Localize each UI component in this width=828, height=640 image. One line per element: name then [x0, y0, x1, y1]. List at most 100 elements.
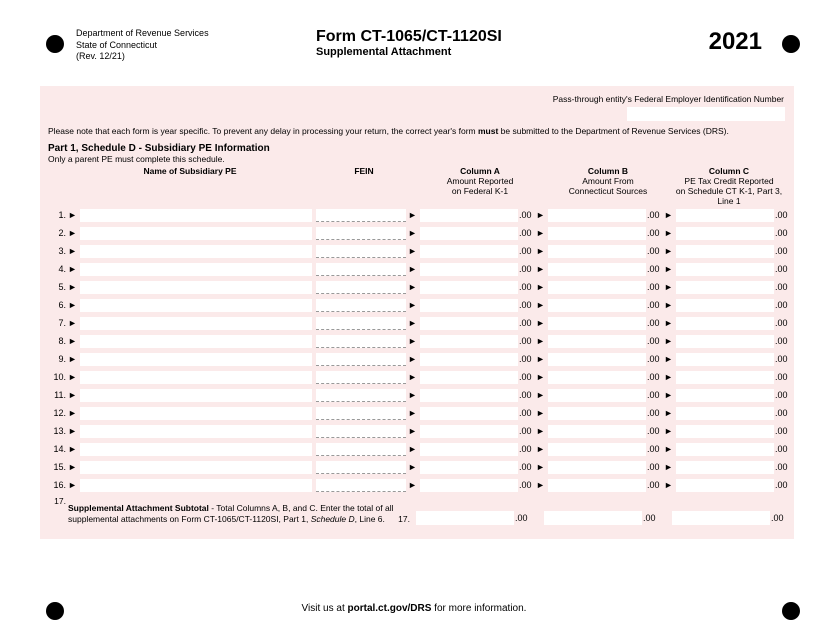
fein-row-input[interactable] — [316, 299, 406, 312]
colA-input[interactable] — [420, 407, 518, 420]
name-input[interactable] — [80, 425, 312, 438]
fein-row-input[interactable] — [316, 425, 406, 438]
name-input[interactable] — [80, 461, 312, 474]
name-input[interactable] — [80, 299, 312, 312]
fein-input[interactable] — [626, 106, 786, 122]
colA-input[interactable] — [420, 443, 518, 456]
colA-input[interactable] — [420, 209, 518, 222]
colC-input[interactable] — [676, 371, 774, 384]
colC-input[interactable] — [676, 407, 774, 420]
colC-input[interactable] — [676, 209, 774, 222]
colA-input[interactable] — [420, 227, 518, 240]
colB-input[interactable] — [548, 335, 646, 348]
colC-input[interactable] — [676, 281, 774, 294]
fein-row-input[interactable] — [316, 407, 406, 420]
row-num: 15. — [48, 462, 68, 472]
colA-input[interactable] — [420, 263, 518, 276]
triangle-icon: ► — [664, 408, 676, 418]
colB-input[interactable] — [548, 299, 646, 312]
colB-input[interactable] — [548, 371, 646, 384]
name-input[interactable] — [80, 281, 312, 294]
name-input[interactable] — [80, 245, 312, 258]
fein-row-input[interactable] — [316, 371, 406, 384]
colB-input[interactable] — [548, 443, 646, 456]
fein-row-input[interactable] — [316, 389, 406, 402]
colB-suf: .00 — [646, 336, 664, 346]
subtotal-colB-suf: .00 — [642, 513, 660, 524]
hdr-name: Name of Subsidiary PE — [68, 166, 312, 206]
subtotal-colA-input[interactable] — [416, 511, 514, 525]
name-input[interactable] — [80, 479, 312, 492]
table-row: 2.►►.00►.00►.00 — [48, 224, 786, 242]
colA-input[interactable] — [420, 425, 518, 438]
name-input[interactable] — [80, 209, 312, 222]
fein-row-input[interactable] — [316, 227, 406, 240]
colB-input[interactable] — [548, 263, 646, 276]
colC-input[interactable] — [676, 443, 774, 456]
fein-row-input[interactable] — [316, 443, 406, 456]
subtotal-ital: Schedule D — [311, 514, 355, 524]
name-input[interactable] — [80, 389, 312, 402]
colB-input[interactable] — [548, 317, 646, 330]
table-row: 1.►►.00►.00►.00 — [48, 206, 786, 224]
colB-suf: .00 — [646, 300, 664, 310]
colA-suf: .00 — [518, 408, 536, 418]
colA-input[interactable] — [420, 371, 518, 384]
colC-input[interactable] — [676, 425, 774, 438]
triangle-icon: ► — [408, 210, 420, 220]
colC-input[interactable] — [676, 227, 774, 240]
colA-input[interactable] — [420, 335, 518, 348]
colB-input[interactable] — [548, 461, 646, 474]
colB-input[interactable] — [548, 425, 646, 438]
colB-input[interactable] — [548, 227, 646, 240]
name-input[interactable] — [80, 407, 312, 420]
colC-input[interactable] — [676, 353, 774, 366]
footer-post: for more information. — [431, 603, 526, 614]
colC-input[interactable] — [676, 335, 774, 348]
fein-row-input[interactable] — [316, 317, 406, 330]
name-input[interactable] — [80, 443, 312, 456]
colA-input[interactable] — [420, 461, 518, 474]
fein-row-input[interactable] — [316, 209, 406, 222]
colA-input[interactable] — [420, 281, 518, 294]
subtotal-colB-input[interactable] — [544, 511, 642, 525]
colA-input[interactable] — [420, 353, 518, 366]
name-input[interactable] — [80, 263, 312, 276]
colC-input[interactable] — [676, 479, 774, 492]
fein-row-input[interactable] — [316, 461, 406, 474]
triangle-icon: ► — [664, 246, 676, 256]
colA-input[interactable] — [420, 317, 518, 330]
fein-row-input[interactable] — [316, 281, 406, 294]
fein-row-input[interactable] — [316, 245, 406, 258]
colA-input[interactable] — [420, 479, 518, 492]
triangle-icon: ► — [68, 228, 80, 238]
name-input[interactable] — [80, 353, 312, 366]
form-body: Pass-through entity's Federal Employer I… — [40, 86, 794, 539]
subtotal-colC-input[interactable] — [672, 511, 770, 525]
colA-input[interactable] — [420, 245, 518, 258]
colB-input[interactable] — [548, 479, 646, 492]
colC-input[interactable] — [676, 461, 774, 474]
colA-input[interactable] — [420, 389, 518, 402]
colB-input[interactable] — [548, 407, 646, 420]
colB-input[interactable] — [548, 389, 646, 402]
colA-input[interactable] — [420, 299, 518, 312]
fein-row-input[interactable] — [316, 335, 406, 348]
colC-input[interactable] — [676, 317, 774, 330]
colC-input[interactable] — [676, 389, 774, 402]
colB-input[interactable] — [548, 353, 646, 366]
colC-input[interactable] — [676, 299, 774, 312]
colB-input[interactable] — [548, 209, 646, 222]
colB-input[interactable] — [548, 245, 646, 258]
colC-input[interactable] — [676, 263, 774, 276]
fein-row-input[interactable] — [316, 263, 406, 276]
name-input[interactable] — [80, 227, 312, 240]
name-input[interactable] — [80, 371, 312, 384]
fein-row-input[interactable] — [316, 353, 406, 366]
colC-input[interactable] — [676, 245, 774, 258]
colB-input[interactable] — [548, 281, 646, 294]
note-pre: Please note that each form is year speci… — [48, 126, 478, 136]
name-input[interactable] — [80, 317, 312, 330]
name-input[interactable] — [80, 335, 312, 348]
fein-row-input[interactable] — [316, 479, 406, 492]
